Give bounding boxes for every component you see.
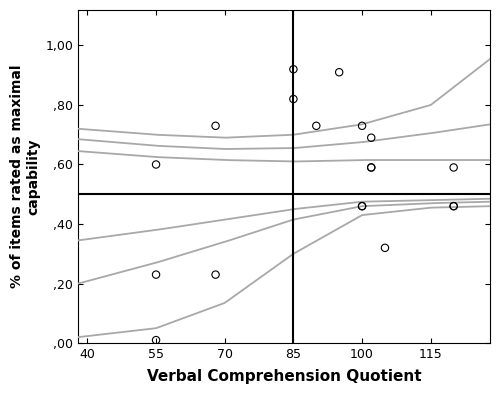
Point (367, 164, 375, 171)
Point (358, 123, 366, 129)
Point (450, 203, 458, 209)
Point (367, 164, 375, 171)
Point (450, 164, 458, 171)
Point (290, 96, 298, 102)
Point (212, 271, 220, 278)
Point (212, 123, 220, 129)
Point (152, 271, 160, 278)
Point (152, 162, 160, 168)
Point (335, 69, 343, 75)
Point (358, 203, 366, 209)
Point (367, 135, 375, 141)
X-axis label: Verbal Comprehension Quotient: Verbal Comprehension Quotient (147, 369, 421, 384)
Point (358, 203, 366, 209)
Point (312, 123, 320, 129)
Point (381, 245, 389, 251)
Point (290, 66, 298, 72)
Point (152, 337, 160, 343)
Point (450, 203, 458, 209)
Y-axis label: % of items rated as maximal
capability: % of items rated as maximal capability (10, 65, 40, 288)
